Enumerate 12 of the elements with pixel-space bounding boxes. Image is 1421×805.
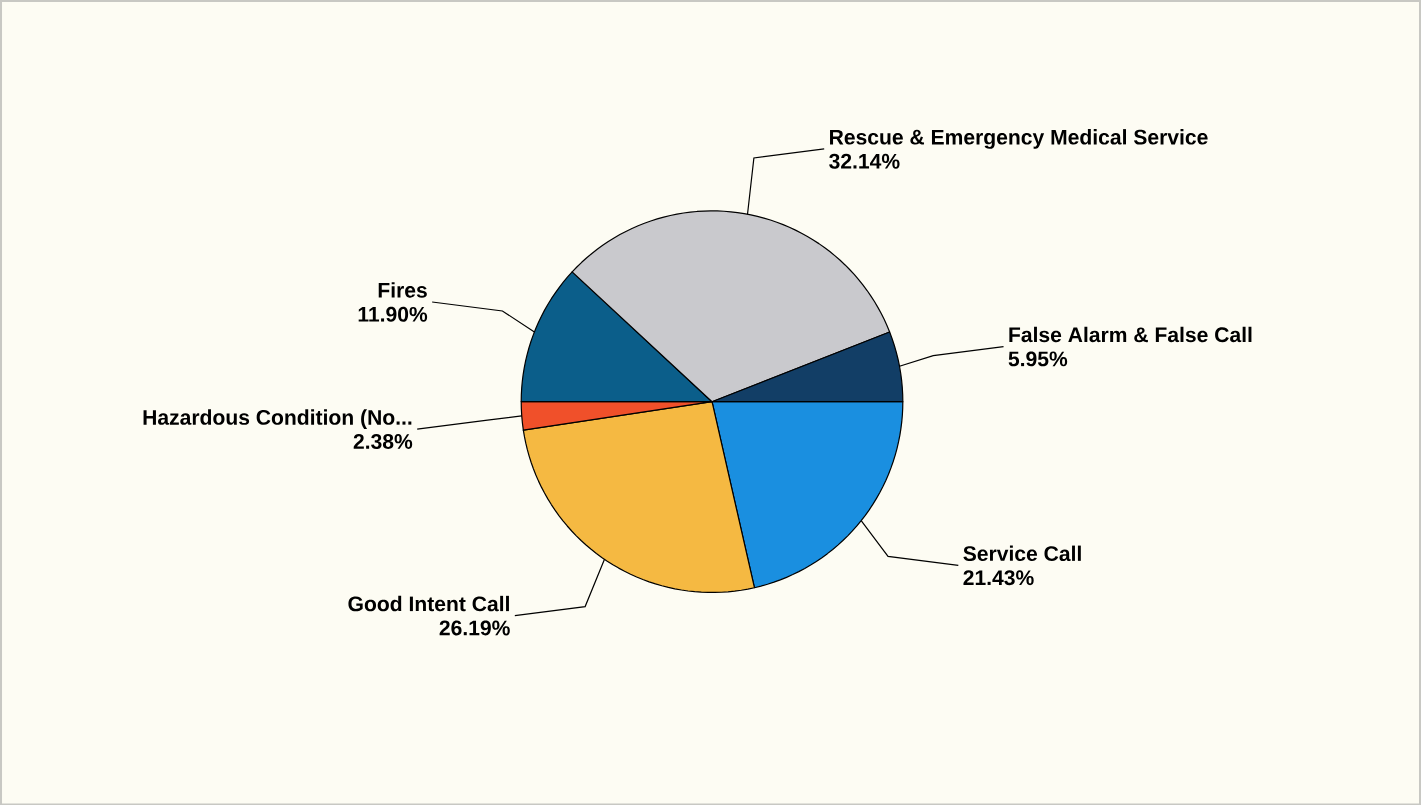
slice-label: Service Call xyxy=(963,545,1081,561)
data-label: 32.14% xyxy=(829,153,900,169)
data-label: 2.38% xyxy=(353,433,413,449)
slice-label: Hazardous Condition (No... xyxy=(143,409,412,429)
slice-label: Good Intent Call xyxy=(348,595,509,612)
data-label: 21.43% xyxy=(963,570,1034,586)
slice-label: Rescue & Emergency Medical Service xyxy=(830,128,1208,149)
slice-label: Fires xyxy=(378,281,427,298)
data-label: 11.90% xyxy=(358,306,428,322)
slice-label: False Alarm & False Call xyxy=(1009,326,1252,343)
data-label: 26.19% xyxy=(439,620,510,636)
data-label: 5.95% xyxy=(1008,351,1068,367)
